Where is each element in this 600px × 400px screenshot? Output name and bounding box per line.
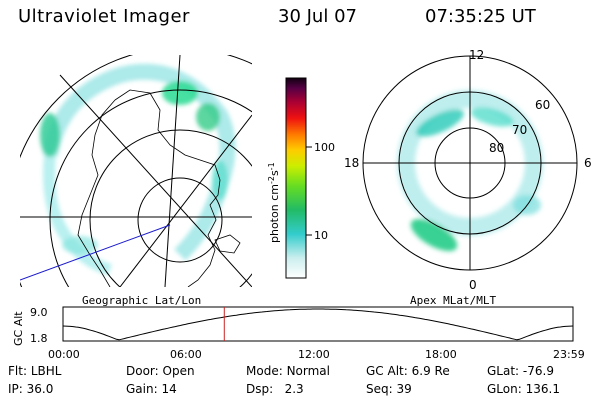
lat-label-80: 80 xyxy=(489,141,504,155)
orbit-track xyxy=(20,224,171,281)
apex-grid xyxy=(362,55,578,271)
geo-grid xyxy=(20,55,252,287)
colorbar-unit-label: photon cm-2s-1 xyxy=(267,162,281,243)
info-seq: Seq: 39 xyxy=(366,382,412,396)
altitude-plot-frame xyxy=(62,306,574,342)
mlt-label-12: 12 xyxy=(469,48,484,62)
info-ip: IP: 36.0 xyxy=(8,382,54,396)
apex-polar-image: 12 18 6 0 60 70 80 xyxy=(344,48,592,292)
lat-label-60: 60 xyxy=(535,98,550,112)
colorbar: 100 10 photon cm-2s-1 xyxy=(267,77,335,279)
xtick-1200: 12:00 xyxy=(298,348,330,361)
info-glon: GLon: 136.1 xyxy=(487,382,560,396)
colorbar-tick-10: 10 xyxy=(314,229,328,242)
coastline xyxy=(77,89,221,287)
altitude-ytick-bottom: 1.8 xyxy=(30,332,48,345)
apex-caption: Apex MLat/MLT xyxy=(410,294,497,307)
altitude-curve xyxy=(62,308,574,341)
altitude-ytick-top: 9.0 xyxy=(30,306,48,319)
info-flt: Flt: LBHL xyxy=(8,364,62,378)
xtick-2359: 23:59 xyxy=(553,348,584,361)
info-gc-alt: GC Alt: 6.9 Re xyxy=(366,364,450,378)
mlt-label-18: 18 xyxy=(344,156,359,170)
xtick-1800: 18:00 xyxy=(425,348,457,361)
geographic-auroral-image xyxy=(20,55,252,287)
page-title: Ultraviolet Imager xyxy=(18,6,190,27)
altitude-plot: GC Alt 9.0 1.8 00:00 06:00 12:00 18:00 2… xyxy=(12,306,584,361)
info-mode: Mode: Normal xyxy=(246,364,330,378)
mlt-label-6: 6 xyxy=(584,156,592,170)
image-time: 07:35:25 UT xyxy=(425,6,536,27)
image-date: 30 Jul 07 xyxy=(278,6,357,27)
geo-caption: Geographic Lat/Lon xyxy=(82,294,202,307)
info-glat: GLat: -76.9 xyxy=(487,364,554,378)
info-dsp: Dsp: 2.3 xyxy=(246,382,304,396)
xtick-0000: 00:00 xyxy=(48,348,80,361)
colorbar-tick-100: 100 xyxy=(314,141,335,154)
altitude-ylabel: GC Alt xyxy=(12,311,25,346)
colorbar-scale xyxy=(285,77,307,279)
lat-label-70: 70 xyxy=(512,123,527,137)
mlt-label-0: 0 xyxy=(469,278,477,292)
auroral-oval-geo xyxy=(40,63,236,276)
xtick-0600: 06:00 xyxy=(170,348,202,361)
info-gain: Gain: 14 xyxy=(126,382,177,396)
info-door: Door: Open xyxy=(126,364,195,378)
